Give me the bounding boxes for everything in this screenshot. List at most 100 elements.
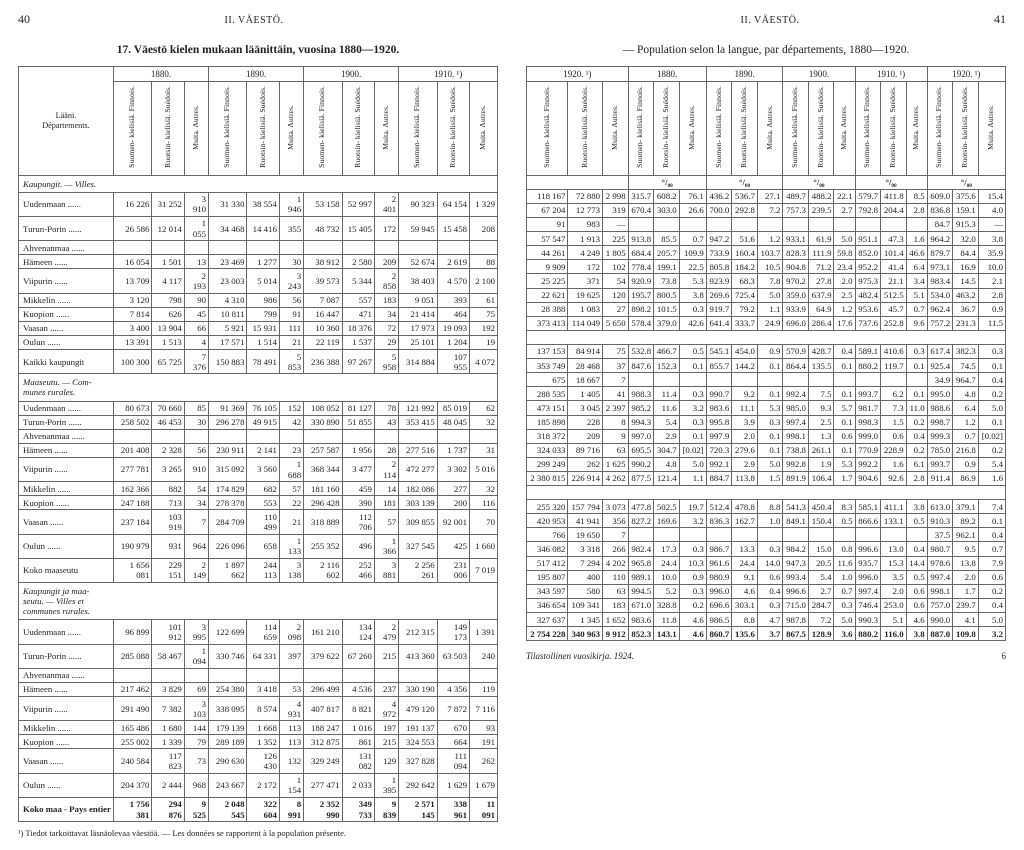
table-row: 25 22537154920.973.85.3923.968.37.8970.2… <box>527 274 1006 288</box>
subtotal-row: 2 380 815226 9144 262877.5121.41.1884.71… <box>527 471 1006 485</box>
row-label: Viipurin ...... <box>19 457 114 481</box>
table-row: Ahvenanmaa ...... <box>19 241 498 255</box>
table-row: Vaasan ......240 584117 82373290 630126 … <box>19 749 498 773</box>
col-head: Muita. Autres. <box>834 82 855 175</box>
table-title-right: — Population selon la langue, par départ… <box>526 44 1006 56</box>
table-row: 22 62119 625120195.7800.53.8269.6725.45.… <box>527 288 1006 302</box>
table-row: Oulun ......190 979931964226 0966581 133… <box>19 534 498 558</box>
col-head: Suomen- kielisiä. Finnois. <box>209 82 247 175</box>
row-header-label: Lääni. Départements. <box>19 67 114 176</box>
subtotal-row: Koko maaseutu1 656 081229 1512 1491 897 … <box>19 558 498 582</box>
year-head: 1920. ¹) <box>527 67 629 82</box>
table-row: Hämeen ......16 0541 5011323 4691 277303… <box>19 255 498 269</box>
table-row: Vaasan ......237 184103 9197284 709110 4… <box>19 510 498 534</box>
page-number-left: 40 <box>18 12 30 27</box>
section-label: Kaupungit. — Villes. <box>19 175 498 192</box>
right-table: 1920. ¹) 1880. 1890. 1900. 1910. ¹) 1920… <box>526 66 1006 641</box>
year-head: 1890. <box>706 67 783 82</box>
col-head: Muita. Autres. <box>679 82 706 175</box>
row-label: Mikkelin ...... <box>19 293 114 307</box>
table-row: 57 5471 913225913.885.50.7947.251.61.293… <box>527 232 1006 246</box>
col-head: Muita. Autres. <box>978 82 1005 175</box>
col-head: Muita. Autres. <box>184 82 208 175</box>
row-label: Oulun ...... <box>19 773 114 797</box>
row-label: Mikkelin ...... <box>19 721 114 735</box>
row-label: Ahvenanmaa ...... <box>19 668 114 682</box>
table-row: Turun-Porin ......26 58612 0141 05534 46… <box>19 216 498 240</box>
table-row: 420 95341 941356827.2169.63.2836.3162.71… <box>527 514 1006 528</box>
table-row: 353 74928 46837847.6152.30.1855.7144.20.… <box>527 359 1006 373</box>
table-row: Turun-Porin ......285 08858 4671 094330 … <box>19 644 498 668</box>
row-label: Uudenmaan ...... <box>19 401 114 415</box>
subtotal-row: Koko maa - Pays entier1 756 381294 8769 … <box>19 797 498 821</box>
col-head: Muita. Autres. <box>757 82 783 175</box>
col-head: Muita. Autres. <box>374 82 398 175</box>
table-row: 318 3722099997.02.90.1997.92.00.1998.11.… <box>527 429 1006 443</box>
row-label: Kuopion ...... <box>19 735 114 749</box>
year-head: 1920. ¹) <box>927 67 1005 82</box>
right-page: II. VÄESTÖ. 41 — Population selon la lan… <box>526 12 1006 838</box>
table-row: Turun-Porin ......258 50246 45330296 278… <box>19 415 498 429</box>
row-label: Uudenmaan ...... <box>19 192 114 216</box>
col-head: Ruotsin- kielisiä. Suédois. <box>247 82 279 175</box>
table-row: 91983—84.7915.3— <box>527 217 1006 231</box>
left-page: 40 II. VÄESTÖ. 17. Väestö kielen mukaan … <box>18 12 498 838</box>
folio-6: 6 <box>1002 651 1007 661</box>
table-row: 67 20412 773319670.4303.026.6700.0292.87… <box>527 203 1006 217</box>
section-label: Kaupungit ja maa-seutu. — Villes etcommu… <box>19 583 498 620</box>
row-label: Kuopion ...... <box>19 496 114 510</box>
row-label: Hämeen ...... <box>19 682 114 696</box>
subtotal-row: 2 754 228340 9639 912852.3143.14.6860.71… <box>527 627 1006 641</box>
subtotal-row: Kaikki kaupungit100 30065 7257 376150 88… <box>19 350 498 374</box>
table-row: 118 16772 8802 998315.7608.276.1436.2536… <box>527 189 1006 203</box>
running-head-left: II. VÄESTÖ. <box>225 15 284 26</box>
table-row: Mikkelin ......162 36688254174 829682571… <box>19 482 498 496</box>
table-row: 343 59758063994.55.20.3996.04.60.4996.62… <box>527 584 1006 598</box>
row-label: Turun-Porin ...... <box>19 216 114 240</box>
table-row: Kuopion ......255 0021 33979289 1891 352… <box>19 735 498 749</box>
col-head: Ruotsin- kielisiä. Suédois. <box>881 82 907 175</box>
table-title-left: 17. Väestö kielen mukaan läänittäin, vuo… <box>18 44 498 56</box>
year-head: 1880. <box>113 67 208 82</box>
table-row: 517 4127 2944 202965.824.410.3961.624.41… <box>527 556 1006 570</box>
table-row: 473 1513 0452 397985.211.63.2983.611.15.… <box>527 401 1006 415</box>
col-head: Suomen- kielisiä. Finnois. <box>855 82 881 175</box>
subtotal-row: 373 413114 0495 650578.4379.042.6641.433… <box>527 316 1006 330</box>
table-row: Ahvenanmaa ...... <box>19 668 498 682</box>
table-row: 9 909172102778.4199.122.5805.8184.210.59… <box>527 260 1006 274</box>
row-label: Ahvenanmaa ...... <box>19 241 114 255</box>
col-head: Suomen- kielisiä. Finnois. <box>783 82 809 175</box>
table-row: 44 2614 2491 805684.4205.7109.9733.9160.… <box>527 246 1006 260</box>
footnote-left: ¹) Tiedot tarkoittavat läsnäolevaa väest… <box>18 828 498 838</box>
row-label: Vaasan ...... <box>19 749 114 773</box>
col-head: Suomen- kielisiä. Finnois. <box>304 82 342 175</box>
table-row: Viipurin ......13 7094 1172 19323 0035 0… <box>19 269 498 293</box>
table-row: 76619 650737.5962.10.4 <box>527 528 1006 542</box>
col-head: Ruotsin- kielisiä. Suédois. <box>568 82 603 175</box>
year-head: 1910. ¹) <box>399 67 498 82</box>
table-row: 346 0823 318266982.417.30.3986.713.30.39… <box>527 542 1006 556</box>
table-row: Hämeen ......217 4623 82969254 3803 4185… <box>19 682 498 696</box>
section-label: Maaseutu. — Com-munes rurales. <box>19 374 498 401</box>
col-head: Suomen- kielisiä. Finnois. <box>706 82 732 175</box>
running-head-right: II. VÄESTÖ. <box>741 15 800 26</box>
row-label: Viipurin ...... <box>19 697 114 721</box>
col-head: Muita. Autres. <box>906 82 927 175</box>
table-row: Viipurin ......277 7813 265910315 0923 5… <box>19 457 498 481</box>
row-label: Turun-Porin ...... <box>19 644 114 668</box>
table-row: Ahvenanmaa ...... <box>19 429 498 443</box>
footer-right: Tilastollinen vuosikirja. 1924. 6 <box>526 651 1006 661</box>
col-head: Ruotsin- kielisiä. Suédois. <box>732 82 758 175</box>
table-row: Viipurin ......291 4907 3823 103338 0958… <box>19 697 498 721</box>
col-head: Suomen- kielisiä. Finnois. <box>628 82 654 175</box>
table-row: Mikkelin ......3 120798904 310986567 087… <box>19 293 498 307</box>
row-label: Kuopion ...... <box>19 307 114 321</box>
col-head: Suomen- kielisiä. Finnois. <box>527 82 568 175</box>
col-head: Suomen- kielisiä. Finnois. <box>927 82 953 175</box>
row-label: Oulun ...... <box>19 534 114 558</box>
col-head: Ruotsin- kielisiä. Suédois. <box>654 82 680 175</box>
table-row: 137 15384 91475532.8466.70.5545.1454.00.… <box>527 344 1006 358</box>
col-head: Ruotsin- kielisiä. Suédois. <box>152 82 184 175</box>
table-row: 255 320157 7943 073477.8502.519.7512.447… <box>527 500 1006 514</box>
col-head: Suomen- kielisiä. Finnois. <box>113 82 151 175</box>
